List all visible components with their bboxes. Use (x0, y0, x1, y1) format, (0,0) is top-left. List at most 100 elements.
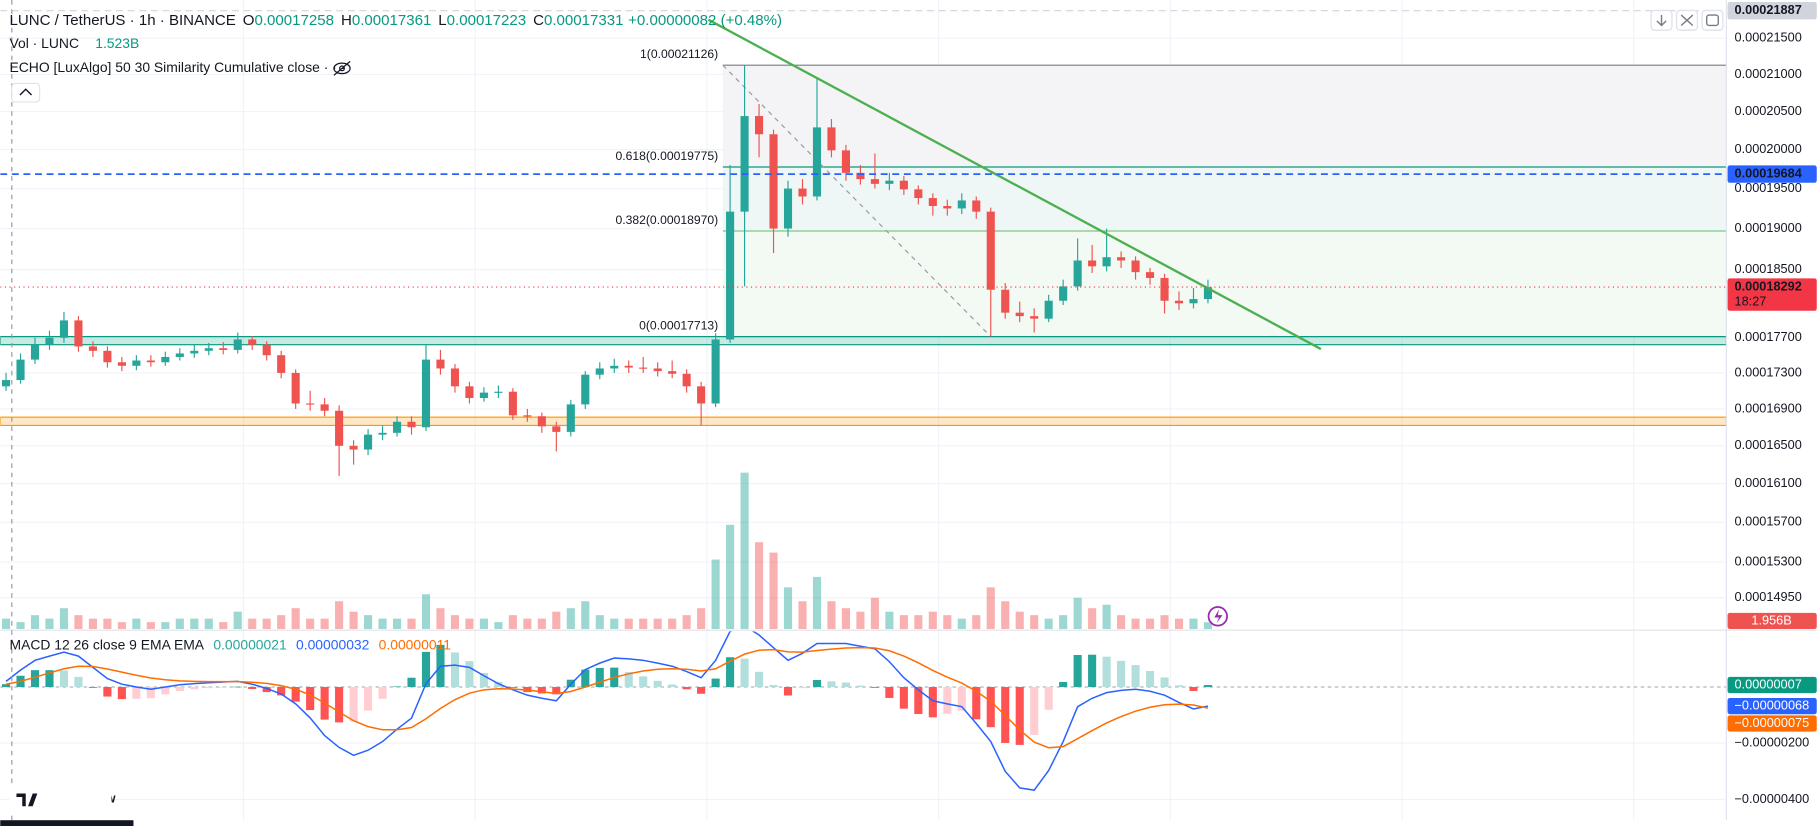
histogram-bar (277, 687, 286, 696)
volume-bar (943, 615, 952, 630)
y-tick-label: −0.00000200 (1735, 735, 1810, 750)
candle-body (783, 188, 793, 229)
histogram-bar (161, 687, 170, 695)
icon (1706, 14, 1719, 27)
histogram-bar (668, 684, 677, 688)
volume-value: 1.523B (95, 35, 139, 51)
volume-bar (45, 618, 54, 630)
pane-buttons[interactable] (1650, 9, 1724, 31)
fib-label: 0(0.00017713) (639, 318, 718, 332)
candle-body (392, 421, 402, 433)
eye-icon (339, 65, 345, 72)
histogram-bar (132, 687, 141, 699)
candle-body (610, 365, 619, 369)
histogram-bar (639, 676, 648, 688)
candle-body (291, 372, 300, 404)
volume-bar (88, 618, 97, 630)
ohlc-key: H (341, 12, 352, 29)
candle-body (856, 172, 865, 180)
volume-bar (494, 622, 503, 630)
ohlc-key: L (438, 12, 446, 29)
volume-bar (479, 618, 488, 630)
candle-body (1073, 260, 1082, 287)
y-tick-label: 0.00020000 (1735, 141, 1802, 156)
candle-body (552, 426, 561, 432)
candle-body (566, 404, 575, 432)
volume-bar (798, 601, 807, 630)
candle-body (479, 392, 488, 399)
candle-body (523, 415, 532, 417)
volume-bar (595, 615, 604, 630)
scrollbar (0, 820, 134, 826)
volume-legend: Vol · LUNC 1.523B (10, 35, 140, 51)
candle-body (928, 198, 937, 207)
axis-layer: 0.00021500 0.00021000 0.00020500 0.00020000… (1727, 2, 1817, 806)
candle-body (1189, 299, 1198, 304)
histogram-bar (335, 687, 344, 723)
candle-body (1059, 286, 1068, 301)
logo-box (9, 786, 112, 813)
volume-bar (190, 618, 199, 630)
volume-bar (291, 608, 300, 630)
icon (1656, 15, 1667, 27)
volume-bar (262, 618, 271, 630)
candle-body (885, 180, 894, 184)
macd-legend: MACD 12 26 close 9 EMA EMA 0.00000021 0.00… (10, 636, 452, 652)
candle-body (494, 391, 503, 393)
fib-label: 0.382(0.00018970) (615, 213, 718, 227)
volume-bar (1117, 615, 1126, 630)
candle-body (711, 339, 720, 404)
histogram-bar (30, 670, 40, 688)
volume-bar (132, 618, 141, 630)
candle-body (899, 180, 908, 190)
histogram-bar (378, 687, 387, 699)
candle-body (277, 355, 286, 373)
candle-body (914, 189, 923, 199)
histogram-bar (88, 687, 97, 688)
macd-label: −0.00000075 (1735, 715, 1810, 730)
histogram-bar (972, 687, 981, 720)
histogram-bar (595, 667, 604, 688)
legend-collapse[interactable] (11, 82, 41, 103)
histogram-bar (146, 687, 155, 699)
y-tick-label: 0.00019000 (1735, 220, 1802, 235)
histogram-bar (827, 681, 836, 688)
candle-body (30, 344, 40, 360)
macd-legend-value: 0.00000032 (296, 636, 370, 652)
histogram-bar (1117, 660, 1126, 688)
candle-body (349, 445, 358, 450)
maximize-button[interactable] (1701, 9, 1724, 31)
volume-bar (610, 618, 619, 630)
volume-bar (1001, 601, 1010, 630)
volume-bar (117, 622, 126, 630)
volume-bar (161, 622, 170, 630)
alert-icon[interactable] (1207, 606, 1228, 627)
histogram-bar (364, 687, 373, 711)
candle-body (219, 348, 228, 350)
histogram-bar (1044, 687, 1053, 710)
histogram-bar (682, 687, 691, 690)
histogram-bar (494, 681, 503, 688)
candle-body (306, 403, 315, 405)
volume-bar (870, 597, 879, 630)
volume-bar (1030, 615, 1039, 630)
histogram-bar (219, 687, 228, 688)
histogram-bar (552, 687, 561, 695)
collapse-button[interactable] (11, 82, 41, 103)
volume-bar (59, 608, 69, 630)
candle-body (320, 404, 329, 411)
candle-body (407, 421, 416, 428)
candle-body (59, 320, 69, 338)
volume-bar (407, 618, 416, 630)
volume-bar (639, 618, 648, 630)
candle-body (653, 368, 662, 372)
visibility-toggle[interactable] (333, 60, 351, 76)
volume-bar (335, 601, 344, 630)
histogram-bar (711, 678, 720, 688)
volume-bar (827, 601, 836, 630)
candle-body (335, 410, 344, 446)
macd-label-box (1727, 698, 1817, 715)
volume-bar (986, 587, 995, 630)
candle-body (1102, 257, 1111, 267)
candle-body (1174, 300, 1184, 304)
